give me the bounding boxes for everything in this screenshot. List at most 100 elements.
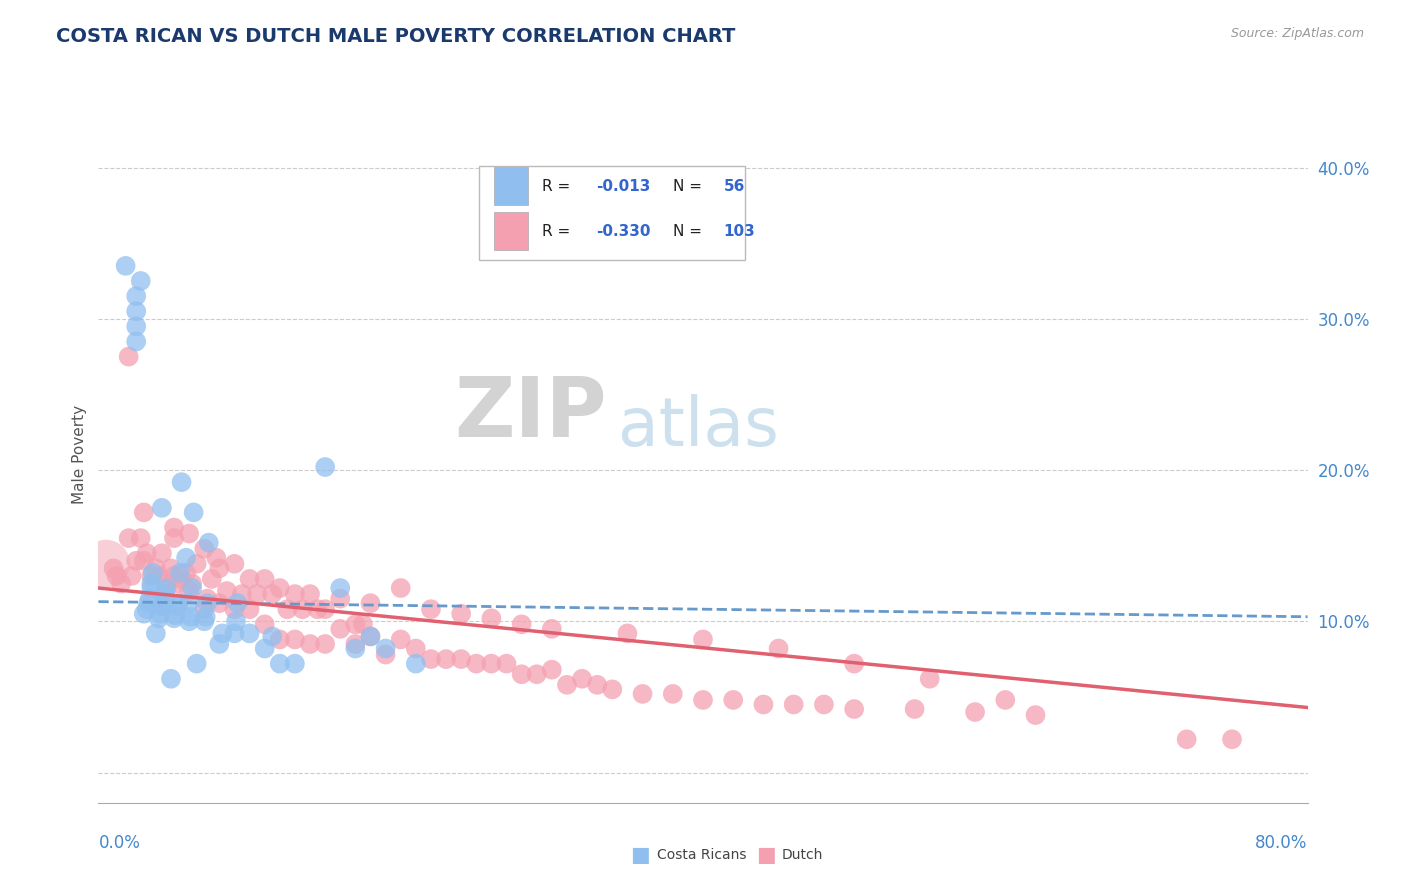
Point	[125, 554, 148, 568]
Point	[481, 657, 503, 671]
Point	[179, 596, 201, 610]
Point	[246, 587, 269, 601]
Point	[118, 350, 141, 364]
Text: ZIP: ZIP	[454, 373, 606, 454]
Point	[768, 641, 790, 656]
Point	[253, 572, 276, 586]
Point	[208, 596, 231, 610]
Point	[540, 663, 562, 677]
Point	[994, 693, 1017, 707]
Point	[136, 596, 159, 610]
Point	[314, 637, 336, 651]
Point	[616, 626, 638, 640]
Point	[155, 581, 177, 595]
Point	[586, 678, 609, 692]
Point	[662, 687, 685, 701]
Point	[160, 561, 183, 575]
Point	[163, 569, 186, 583]
Point	[169, 566, 191, 580]
Y-axis label: Male Poverty: Male Poverty	[72, 405, 87, 505]
Point	[170, 572, 193, 586]
Text: atlas: atlas	[619, 394, 779, 460]
Point	[389, 581, 412, 595]
Point	[149, 607, 172, 621]
Text: -0.330: -0.330	[596, 224, 651, 238]
Point	[145, 561, 167, 575]
Point	[103, 561, 125, 575]
Point	[193, 615, 215, 629]
Text: -0.013: -0.013	[596, 178, 651, 194]
Point	[208, 561, 231, 575]
Point	[105, 569, 128, 583]
Point	[329, 622, 352, 636]
Point	[352, 617, 374, 632]
Point	[420, 602, 443, 616]
Point	[208, 637, 231, 651]
Point	[153, 587, 176, 601]
Point	[201, 572, 224, 586]
Text: Costa Ricans: Costa Ricans	[657, 847, 747, 862]
Point	[904, 702, 927, 716]
Point	[141, 576, 163, 591]
Point	[205, 550, 228, 565]
Point	[844, 702, 866, 716]
Point	[239, 626, 262, 640]
Point	[121, 569, 143, 583]
Text: R =: R =	[543, 178, 575, 194]
Text: R =: R =	[543, 224, 575, 238]
Point	[153, 593, 176, 607]
Point	[526, 667, 548, 681]
Point	[94, 557, 117, 571]
Point	[110, 576, 132, 591]
Text: 56: 56	[724, 178, 745, 194]
Point	[1220, 732, 1243, 747]
Point	[142, 566, 165, 580]
Point	[571, 672, 593, 686]
Point	[118, 531, 141, 545]
Point	[181, 581, 204, 595]
Point	[170, 475, 193, 490]
Point	[166, 599, 188, 614]
Point	[215, 584, 238, 599]
Point	[314, 602, 336, 616]
Text: Source: ZipAtlas.com: Source: ZipAtlas.com	[1230, 27, 1364, 40]
Point	[344, 641, 367, 656]
Point	[434, 652, 457, 666]
Point	[129, 531, 152, 545]
Point	[1024, 708, 1046, 723]
Point	[174, 550, 197, 565]
Point	[186, 657, 208, 671]
Point	[193, 541, 215, 556]
Point	[139, 591, 162, 606]
Point	[723, 693, 745, 707]
Point	[150, 546, 173, 560]
Point	[166, 576, 188, 591]
Point	[129, 274, 152, 288]
Point	[114, 259, 136, 273]
Point	[179, 526, 201, 541]
Point	[125, 319, 148, 334]
Point	[307, 602, 329, 616]
Point	[284, 587, 307, 601]
Point	[692, 632, 714, 647]
Point	[420, 652, 443, 666]
Point	[284, 632, 307, 647]
Point	[965, 705, 987, 719]
Point	[197, 535, 219, 549]
Point	[783, 698, 806, 712]
Point	[186, 557, 208, 571]
Point	[269, 632, 291, 647]
Point	[148, 611, 170, 625]
Point	[253, 617, 276, 632]
Point	[269, 657, 291, 671]
Point	[180, 609, 202, 624]
Point	[165, 608, 187, 623]
Point	[262, 587, 284, 601]
Point	[150, 500, 173, 515]
Point	[262, 629, 284, 643]
Point	[174, 566, 197, 580]
Point	[269, 581, 291, 595]
Point	[314, 460, 336, 475]
Text: COSTA RICAN VS DUTCH MALE POVERTY CORRELATION CHART: COSTA RICAN VS DUTCH MALE POVERTY CORREL…	[56, 27, 735, 45]
Point	[291, 602, 314, 616]
